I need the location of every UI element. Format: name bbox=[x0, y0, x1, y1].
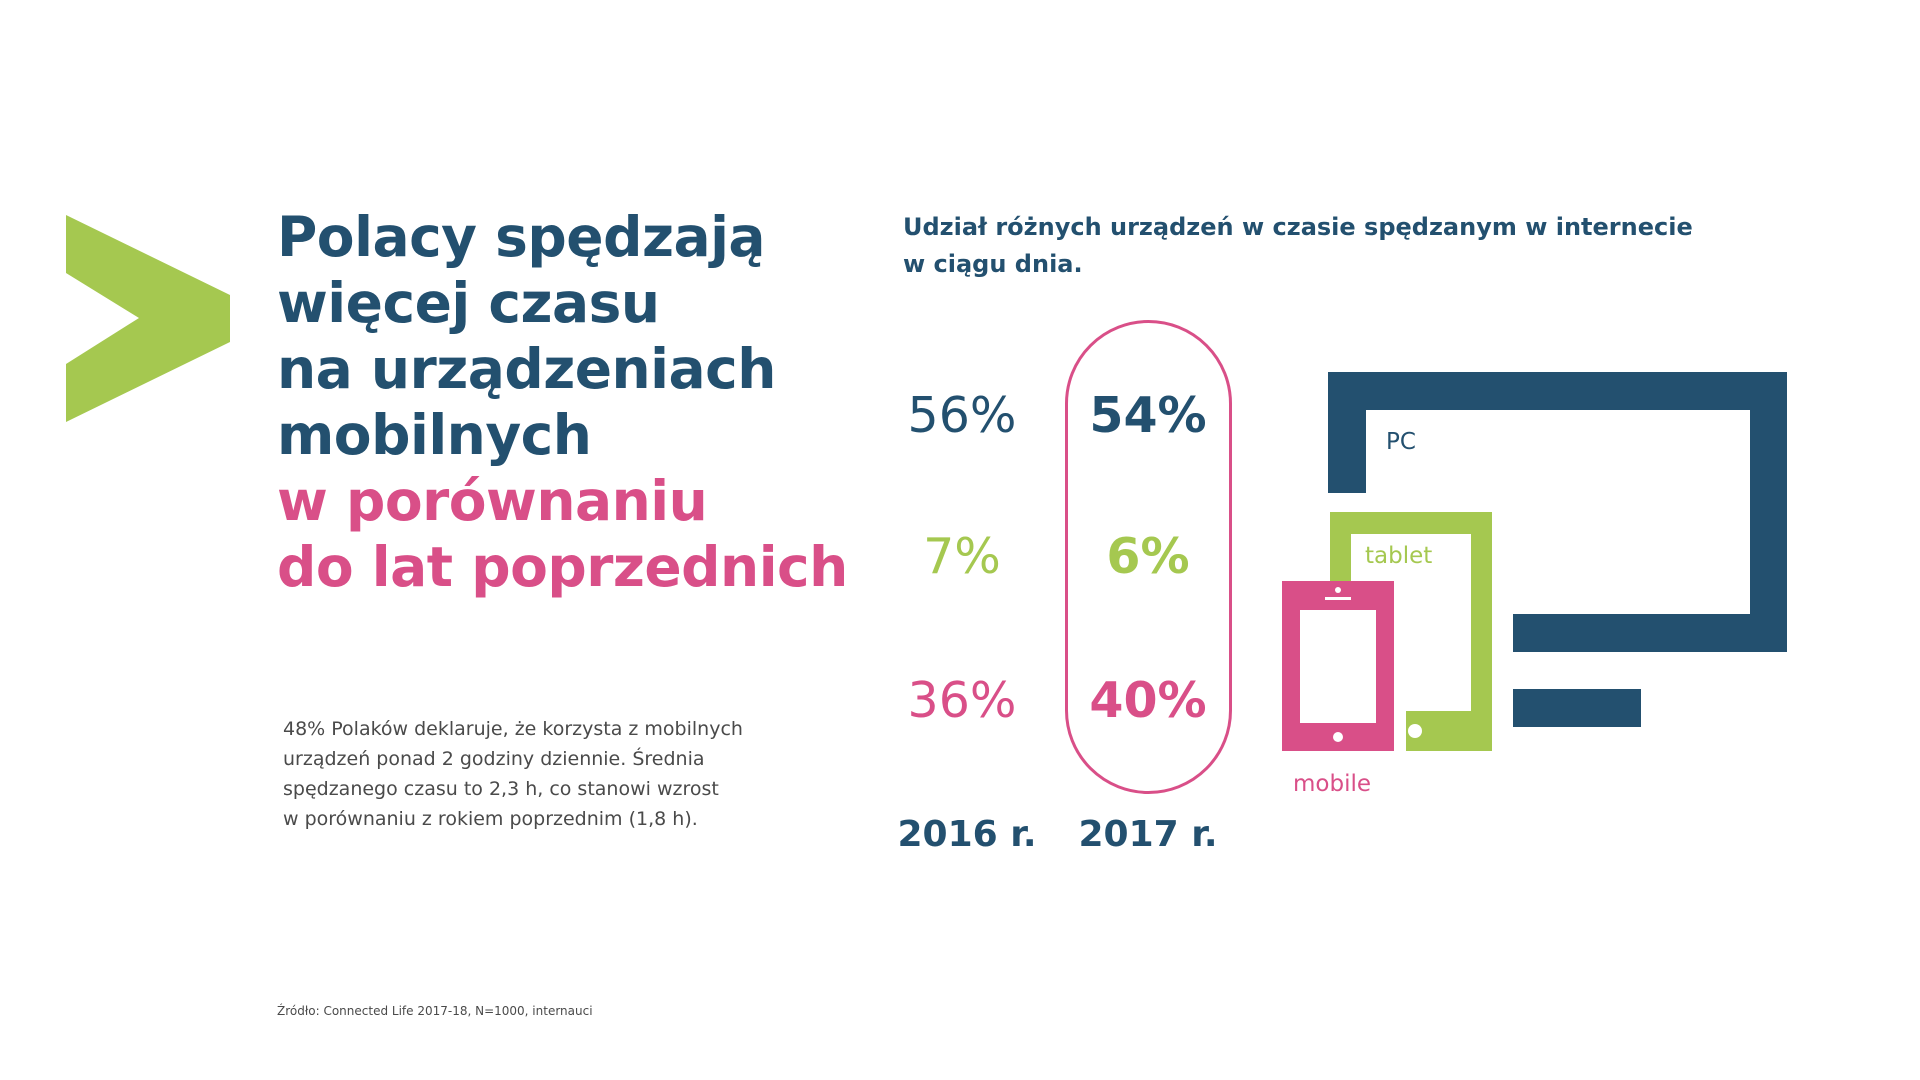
description-line: spędzanego czasu to 2,3 h, co stanowi wz… bbox=[283, 778, 719, 800]
headline-line: więcej czasu bbox=[277, 271, 660, 335]
headline: Polacy spędzają więcej czasu na urządzen… bbox=[277, 204, 848, 600]
description: 48% Polaków deklaruje, że korzysta z mob… bbox=[283, 714, 803, 834]
source-note: Źródło: Connected Life 2017-18, N=1000, … bbox=[277, 1004, 593, 1018]
highlight-2017-pill bbox=[1065, 320, 1232, 794]
tablet-button-icon bbox=[1408, 724, 1422, 738]
mobile-camera-icon bbox=[1335, 587, 1341, 593]
pc-stand-icon bbox=[1513, 689, 1641, 727]
mobile-speaker-icon bbox=[1325, 597, 1351, 600]
value-2016-mobile: 36% bbox=[907, 672, 1017, 729]
value-2017-mobile: 40% bbox=[1089, 672, 1207, 729]
chart-title-line: Udział różnych urządzeń w czasie spędzan… bbox=[903, 213, 1693, 241]
value-2017-pc: 54% bbox=[1089, 387, 1207, 444]
mobile-screen-icon bbox=[1300, 610, 1376, 723]
year-label-2017: 2017 r. bbox=[1078, 814, 1218, 855]
chart-title-line: w ciągu dnia. bbox=[903, 250, 1083, 278]
device-label-pc: PC bbox=[1386, 429, 1416, 455]
headline-line-accent: do lat poprzednich bbox=[277, 535, 848, 599]
headline-line-accent: w porównaniu bbox=[277, 469, 708, 533]
chart-title: Udział różnych urządzeń w czasie spędzan… bbox=[903, 209, 1693, 283]
value-2016-pc: 56% bbox=[907, 387, 1017, 444]
year-label-2016: 2016 r. bbox=[897, 814, 1037, 855]
description-line: w porównaniu z rokiem poprzednim (1,8 h)… bbox=[283, 808, 698, 830]
device-label-tablet: tablet bbox=[1365, 543, 1433, 569]
description-line: 48% Polaków deklaruje, że korzysta z mob… bbox=[283, 718, 743, 740]
headline-line: Polacy spędzają bbox=[277, 205, 766, 269]
value-2017-tablet: 6% bbox=[1106, 528, 1190, 585]
headline-line: mobilnych bbox=[277, 403, 592, 467]
mobile-phone-icon bbox=[1282, 581, 1394, 751]
description-line: urządzeń ponad 2 godziny dziennie. Średn… bbox=[283, 748, 705, 770]
headline-line: na urządzeniach bbox=[277, 337, 776, 401]
mobile-home-button-icon bbox=[1333, 732, 1343, 742]
value-2016-tablet: 7% bbox=[923, 528, 1001, 585]
device-label-mobile: mobile bbox=[1293, 771, 1372, 797]
pc-monitor-icon bbox=[1328, 372, 1787, 652]
chevron-right-icon bbox=[66, 215, 230, 422]
